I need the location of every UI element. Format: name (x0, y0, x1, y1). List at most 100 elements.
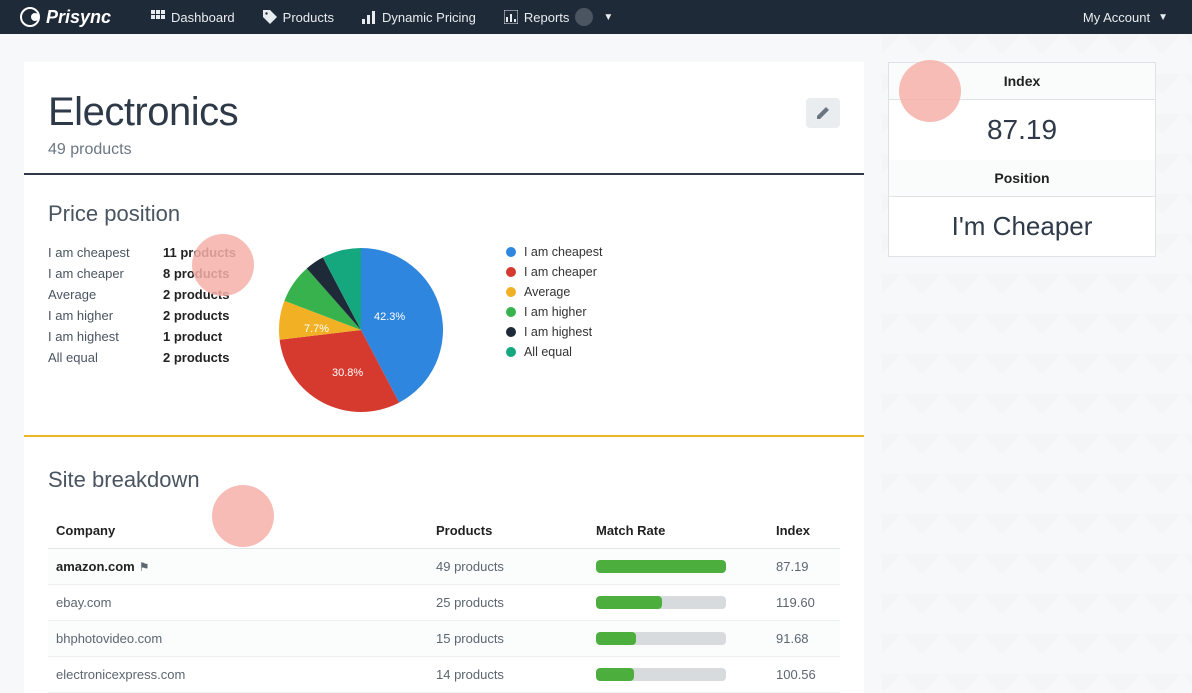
price-position-row: I am cheaper8 products (48, 266, 236, 281)
legend-label: I am higher (524, 305, 587, 319)
legend-item: All equal (506, 345, 603, 359)
legend-label: Average (524, 285, 570, 299)
legend-label: I am cheapest (524, 245, 603, 259)
cell-index: 91.68 (768, 621, 840, 657)
legend-dot (506, 247, 516, 257)
right-column: Index 87.19 Position I'm Cheaper (888, 62, 1156, 693)
table-row[interactable]: ebay.com25 products 119.60 (48, 585, 840, 621)
cell-match-rate (588, 549, 768, 585)
match-bar-fill (596, 632, 636, 645)
legend-dot (506, 347, 516, 357)
match-bar-fill (596, 560, 726, 573)
nav-reports-label: Reports (524, 10, 570, 25)
pp-row-value: 2 products (163, 308, 229, 323)
main-area: Electronics 49 products Price position I… (0, 34, 1192, 693)
table-row[interactable]: electronicexpress.com14 products 100.56 (48, 657, 840, 693)
table-header-cell[interactable]: Match Rate (588, 513, 768, 549)
legend-item: I am cheaper (506, 265, 603, 279)
edit-button[interactable] (806, 98, 840, 128)
price-position-body: I am cheapest11 productsI am cheaper8 pr… (48, 245, 840, 415)
index-card: Index 87.19 Position I'm Cheaper (888, 62, 1156, 257)
page-title: Electronics (48, 90, 238, 135)
chevron-down-icon: ▼ (603, 12, 613, 23)
price-position-section: Price position I am cheapest11 productsI… (24, 175, 864, 435)
nav-reports[interactable]: Reports ▼ (490, 0, 627, 34)
table-row[interactable]: bhphotovideo.com15 products 91.68 (48, 621, 840, 657)
chevron-down-icon: ▼ (1158, 12, 1168, 23)
legend-dot (506, 267, 516, 277)
top-navbar: Prisync Dashboard Products Dynamic Prici… (0, 0, 1192, 34)
cell-company: ebay.com (48, 585, 428, 621)
tag-icon (263, 10, 277, 24)
table-header-cell[interactable]: Index (768, 513, 840, 549)
nav-products-label: Products (283, 10, 334, 25)
cell-company: bhphotovideo.com (48, 621, 428, 657)
table-row[interactable]: amazon.com⚑49 products87.19 (48, 549, 840, 585)
nav-products[interactable]: Products (249, 0, 348, 34)
left-column: Electronics 49 products Price position I… (24, 62, 864, 693)
legend-dot (506, 287, 516, 297)
price-position-row: I am highest1 product (48, 329, 236, 344)
price-position-title: Price position (48, 201, 840, 227)
pp-row-label: I am cheapest (48, 245, 163, 260)
match-bar-fill (596, 668, 634, 681)
nav-dashboard-label: Dashboard (171, 10, 235, 25)
legend-dot (506, 327, 516, 337)
pp-row-label: I am higher (48, 308, 163, 323)
site-breakdown-title: Site breakdown (48, 467, 840, 493)
cell-products: 14 products (428, 657, 588, 693)
pie-legend: I am cheapest I am cheaper Average I am hig… (506, 245, 603, 365)
match-bar-track (596, 560, 726, 573)
reports-badge (575, 8, 593, 26)
index-card-value: 87.19 (889, 100, 1155, 160)
price-position-table: I am cheapest11 productsI am cheaper8 pr… (48, 245, 236, 371)
site-breakdown-section: Site breakdown CompanyProductsMatch Rate… (24, 437, 864, 693)
cell-match-rate (588, 585, 768, 621)
nav-dashboard[interactable]: Dashboard (137, 0, 249, 34)
chart-icon (504, 10, 518, 24)
nav-account-label: My Account (1083, 10, 1150, 25)
brand-label: Prisync (46, 7, 111, 28)
site-breakdown-table: CompanyProductsMatch RateIndex amazon.co… (48, 513, 840, 693)
match-bar-track (596, 632, 726, 645)
price-position-row: I am higher2 products (48, 308, 236, 323)
pp-row-value: 2 products (163, 350, 229, 365)
pp-row-label: I am cheaper (48, 266, 163, 281)
page-header: Electronics 49 products (24, 62, 864, 175)
signal-icon (362, 10, 376, 24)
pp-row-value: 1 product (163, 329, 222, 344)
cell-products: 25 products (428, 585, 588, 621)
match-bar-fill (596, 596, 662, 609)
legend-item: Average (506, 285, 603, 299)
nav-account[interactable]: My Account ▼ (1083, 10, 1168, 25)
cell-index: 119.60 (768, 585, 840, 621)
pp-row-value: 11 products (163, 245, 236, 260)
price-position-pie: 42.3%30.8%7.7% (276, 245, 446, 415)
legend-label: All equal (524, 345, 572, 359)
pie-chart-svg (276, 245, 446, 415)
nav-dynamic-pricing[interactable]: Dynamic Pricing (348, 0, 490, 34)
price-position-row: Average2 products (48, 287, 236, 302)
cell-company: electronicexpress.com (48, 657, 428, 693)
page-subtitle: 49 products (48, 141, 238, 159)
price-position-row: All equal2 products (48, 350, 236, 365)
price-position-row: I am cheapest11 products (48, 245, 236, 260)
cell-index: 100.56 (768, 657, 840, 693)
cell-products: 15 products (428, 621, 588, 657)
brand[interactable]: Prisync (20, 7, 111, 28)
pp-row-label: I am highest (48, 329, 163, 344)
match-bar-track (596, 596, 726, 609)
table-header-cell[interactable]: Company (48, 513, 428, 549)
pp-row-value: 2 products (163, 287, 229, 302)
legend-label: I am cheaper (524, 265, 597, 279)
table-header-cell[interactable]: Products (428, 513, 588, 549)
table-head-row: CompanyProductsMatch RateIndex (48, 513, 840, 549)
nav-dynamic-pricing-label: Dynamic Pricing (382, 10, 476, 25)
position-card-value: I'm Cheaper (889, 197, 1155, 256)
cell-match-rate (588, 657, 768, 693)
cell-company: amazon.com⚑ (48, 549, 428, 585)
pp-row-label: Average (48, 287, 163, 302)
legend-label: I am highest (524, 325, 592, 339)
pencil-icon (816, 106, 830, 120)
pp-row-value: 8 products (163, 266, 229, 281)
